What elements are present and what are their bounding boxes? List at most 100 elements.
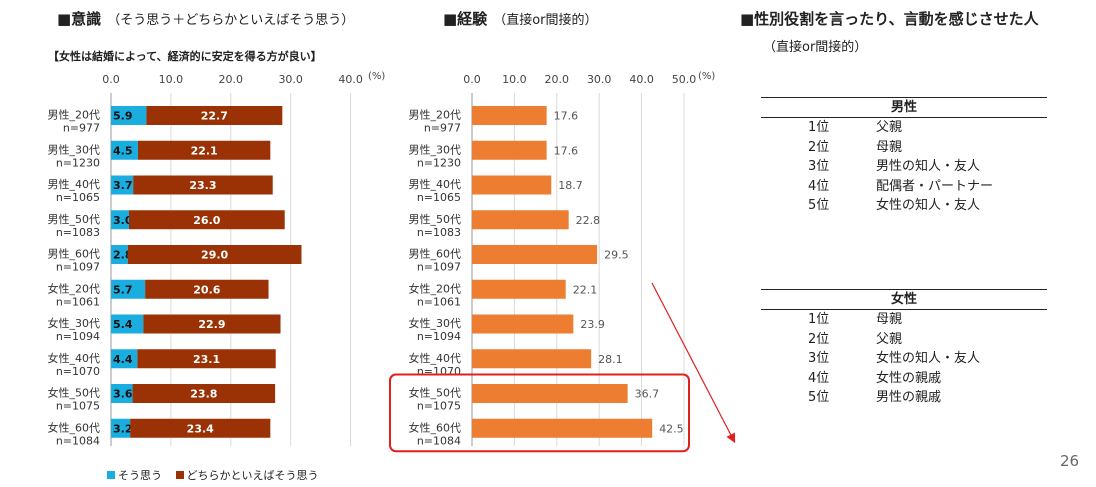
sample-size-label: n=977 — [424, 122, 461, 135]
bar-segment — [111, 245, 128, 264]
ranking-table-female: 女性 1位 母親 2位 父親 3位 女性の知人・友人 4位 女性の親戚 5位 男性の親戚 — [761, 289, 1047, 408]
sample-size-label: n=1094 — [56, 330, 100, 343]
sample-size-label: n=1070 — [417, 365, 461, 378]
data-label: 18.7 — [558, 179, 583, 192]
bar-segment — [111, 210, 129, 230]
category-label: 女性_30代 — [48, 316, 101, 330]
sample-size-label: n=1083 — [417, 226, 461, 239]
bar-segment — [137, 140, 271, 160]
bar-segment — [130, 418, 271, 438]
ranking-table-header: 女性 — [761, 289, 1047, 310]
awareness-subtitle: （そう思う＋どちらかといえばそう思う） — [107, 13, 355, 28]
rank-name: 女性の知人・友人 — [876, 351, 981, 366]
data-label: 5.9 — [113, 110, 133, 123]
ranking-section-subtitle: （直接or間接的） — [763, 40, 868, 55]
awareness-legend: そう思う どちらかといえばそう思う — [107, 467, 319, 483]
unit-label: (%) — [368, 71, 385, 82]
bar-segment — [111, 418, 131, 438]
data-label: 23.3 — [189, 179, 216, 192]
category-label: 女性_40代 — [48, 351, 101, 365]
unit-label: (%) — [698, 71, 715, 82]
ranking-row: 1位 母親 — [761, 310, 1047, 330]
category-label: 男性_40代 — [48, 177, 101, 191]
data-label: 23.8 — [190, 388, 217, 401]
bar-segment — [127, 245, 302, 264]
sample-size-label: n=1084 — [56, 434, 100, 447]
rank-label: 4位 — [808, 370, 830, 386]
data-label: 23.4 — [187, 422, 214, 435]
rank-name: 配偶者・パートナー — [876, 178, 994, 194]
x-tick-label: 0.0 — [463, 73, 481, 86]
category-label: 男性_30代 — [48, 142, 101, 156]
highlight-box — [389, 373, 690, 453]
bar — [472, 314, 574, 334]
sample-size-label: n=1065 — [56, 191, 100, 204]
data-label: 22.7 — [201, 110, 228, 123]
rank-label: 2位 — [808, 139, 830, 155]
bar-segment — [137, 349, 276, 369]
category-label: 男性_50代 — [48, 212, 101, 226]
rank-label: 1位 — [808, 312, 830, 327]
rank-label: 1位 — [808, 120, 830, 135]
sample-size-label: n=1061 — [56, 295, 100, 308]
page-number: 26 — [1060, 452, 1080, 470]
sample-size-label: n=1065 — [417, 191, 461, 204]
bar-segment — [111, 140, 138, 160]
ranking-row: 2位 母親 — [761, 138, 1047, 158]
x-tick-label: 40.0 — [629, 73, 654, 86]
sample-size-label: n=1061 — [417, 295, 461, 308]
legend-swatch-series2 — [175, 471, 184, 479]
ranking-table-header: 男性 — [761, 97, 1047, 118]
rank-name: 父親 — [876, 120, 903, 135]
experience-title: ■経験 — [443, 10, 488, 28]
category-label: 男性_60代 — [409, 247, 462, 261]
x-tick-label: 30.0 — [278, 73, 303, 86]
data-label: 4.4 — [113, 353, 133, 366]
bar-segment — [133, 175, 273, 195]
category-label: 女性_50代 — [48, 386, 101, 400]
arrow-line — [651, 282, 736, 444]
data-label: 22.1 — [573, 283, 598, 296]
data-label: 5.7 — [113, 283, 133, 296]
sample-size-label: n=977 — [63, 122, 100, 135]
ranking-row: 4位 女性の親戚 — [761, 369, 1047, 389]
bar-segment — [143, 314, 281, 334]
data-label: 4.5 — [113, 144, 133, 157]
awareness-title: ■意識 — [57, 10, 102, 28]
rank-name: 母親 — [876, 139, 903, 155]
ranking-table-male: 男性 1位 父親 2位 母親 3位 男性の知人・友人 4位 配偶者・パートナー 5位 女性… — [761, 97, 1047, 216]
category-label: 男性_60代 — [48, 247, 101, 261]
rank-label: 3位 — [808, 159, 830, 174]
bar — [472, 279, 566, 299]
x-tick-label: 40.0 — [338, 73, 363, 86]
rank-name: 女性の知人・友人 — [876, 198, 981, 213]
category-label: 女性_60代 — [409, 420, 462, 434]
rank-name: 父親 — [876, 331, 903, 347]
data-label: 22.8 — [576, 214, 601, 227]
category-label: 男性_20代 — [409, 108, 462, 122]
sample-size-label: n=1084 — [417, 434, 461, 447]
rank-label: 5位 — [808, 390, 830, 405]
category-label: 男性_40代 — [409, 177, 462, 191]
bar — [472, 175, 552, 195]
rank-name: 女性の親戚 — [876, 370, 942, 386]
bar — [472, 210, 569, 230]
data-label: 36.7 — [635, 388, 660, 401]
sample-size-label: n=1097 — [56, 261, 100, 274]
rank-name: 母親 — [876, 312, 903, 327]
rank-name: 男性の知人・友人 — [876, 159, 981, 174]
data-label: 20.6 — [193, 283, 220, 296]
x-tick-label: 20.0 — [219, 73, 244, 86]
sample-size-label: n=1075 — [56, 400, 100, 413]
question-label: 【女性は結婚によって、経済的に安定を得る方が良い】 — [48, 50, 322, 63]
bar — [472, 384, 628, 403]
sample-size-label: n=1083 — [56, 226, 100, 239]
data-label: 3.2 — [113, 422, 133, 435]
ranking-row: 3位 女性の知人・友人 — [761, 349, 1047, 369]
sample-size-label: n=1097 — [417, 261, 461, 274]
x-tick-label: 30.0 — [587, 73, 612, 86]
data-label: 23.1 — [193, 353, 220, 366]
category-label: 女性_20代 — [409, 281, 462, 295]
